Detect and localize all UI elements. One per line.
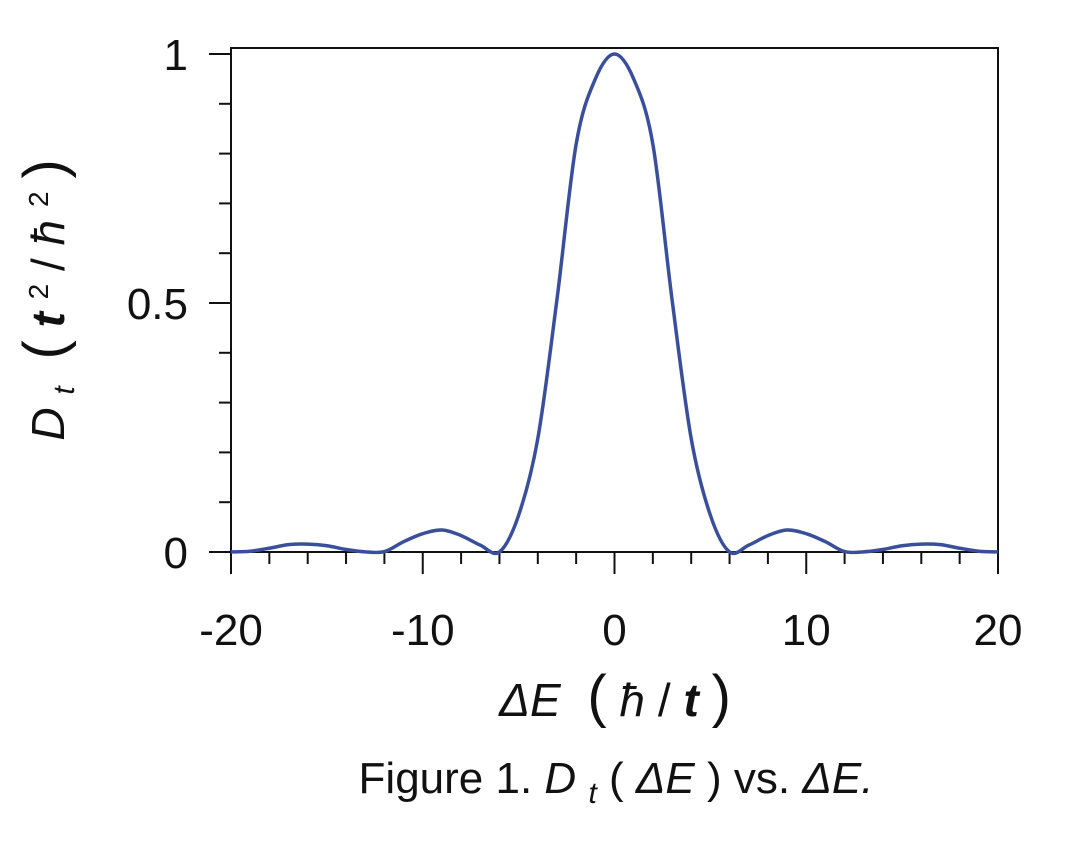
x-tick-label: 10 — [782, 606, 831, 655]
caption-func: D — [544, 754, 576, 803]
caption-arg-close: ) — [707, 754, 722, 803]
y-tick-label: 1 — [164, 31, 188, 80]
x-axis-unit-open: ( — [587, 664, 606, 729]
caption-vs: vs. — [734, 754, 802, 803]
y-axis-unit-num: t — [22, 310, 74, 327]
x-tick-label: -10 — [391, 606, 455, 655]
y-axis-unit-den: ħ — [22, 220, 74, 246]
y-axis-ticks — [209, 53, 231, 553]
y-axis-unit-sep: / — [22, 245, 74, 271]
y-axis-unit-exp-a: 2 — [23, 284, 54, 300]
y-tick-label: 0.5 — [127, 280, 188, 329]
x-axis-unit-den: t — [683, 674, 700, 726]
x-axis-unit-num: ħ — [620, 674, 646, 726]
x-axis-label: ΔE ( ħ / t ) — [498, 664, 731, 729]
figure-caption: Figure 1. D t ( ΔE ) vs. ΔE. — [359, 754, 874, 813]
y-axis-label: D t ( t 2 / ħ 2 ) — [6, 159, 84, 440]
caption-func-sub: t — [588, 777, 598, 810]
x-axis-ticks — [230, 552, 999, 574]
y-axis-unit-close: ) — [12, 159, 77, 178]
y-axis-unit-open: ( — [12, 340, 77, 359]
y-axis-sub: t — [48, 385, 81, 395]
plot-frame — [230, 47, 999, 553]
caption-end: ΔE. — [801, 754, 873, 803]
y-axis-unit-exp-b: 2 — [23, 191, 54, 207]
y-tick-label: 0 — [164, 529, 188, 578]
x-tick-label: 0 — [602, 606, 626, 655]
y-axis-symbol: D — [22, 407, 74, 440]
x-axis-tick-labels: -20 -10 0 10 20 — [199, 606, 1022, 655]
series-group — [230, 52, 999, 556]
caption-arg: ΔE — [635, 754, 696, 803]
caption-prefix: Figure 1. — [359, 754, 545, 803]
x-tick-label: -20 — [199, 606, 263, 655]
caption-arg-open: ( — [609, 754, 624, 803]
y-axis-tick-labels: 00.51 — [127, 31, 188, 578]
x-axis-unit-sep: / — [658, 674, 684, 726]
series-line-0 — [230, 52, 999, 556]
x-tick-label: 20 — [974, 606, 1023, 655]
x-axis-symbol: ΔE — [498, 674, 562, 726]
x-axis-unit-close: ) — [712, 664, 731, 729]
